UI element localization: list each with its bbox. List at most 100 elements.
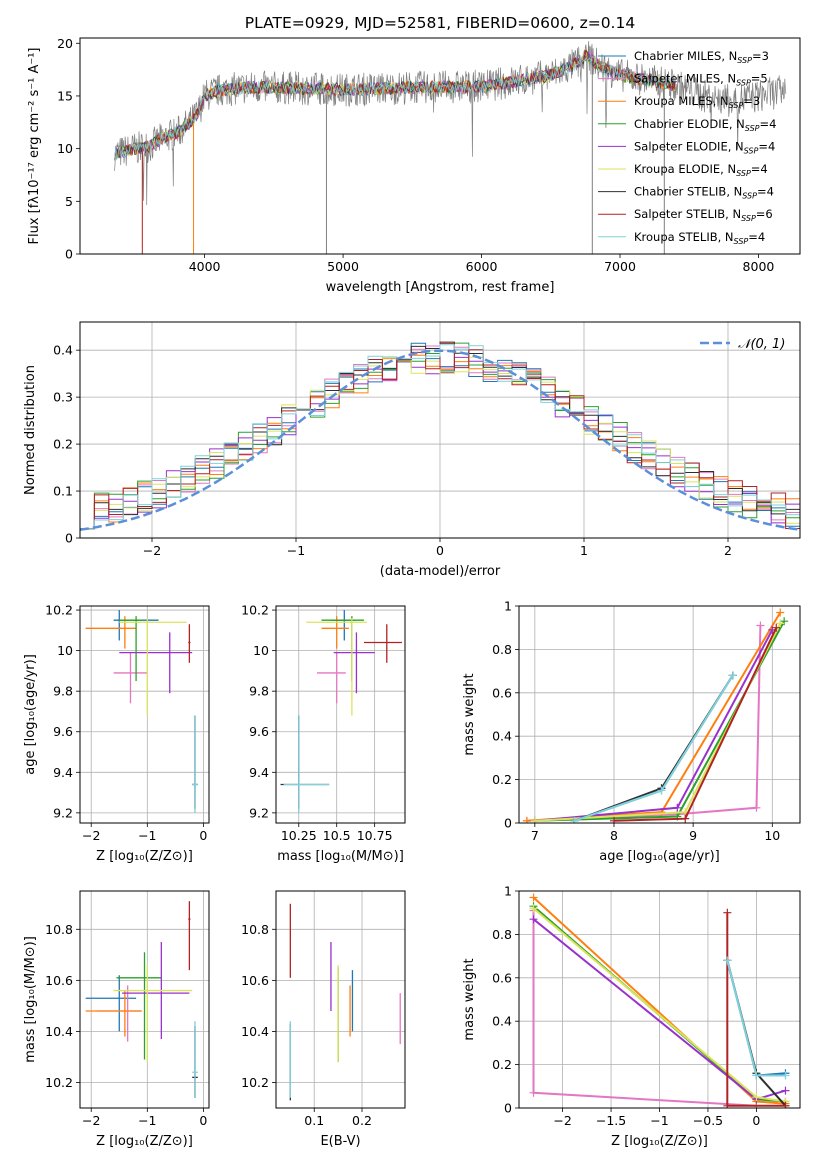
- legend-label: Chabrier MILES, NSSP=3: [634, 49, 769, 65]
- x-tick-label: 10.75: [357, 828, 393, 843]
- weight-marker: [529, 915, 538, 924]
- plot-area: [289, 903, 401, 1101]
- y-tick-label: 9.6: [53, 724, 73, 739]
- axes-frame: [275, 890, 406, 1109]
- x-axis-label: age [log₁₀(age/yr)]: [599, 849, 720, 864]
- y-axis-label: age [log₁₀(age/yr)]: [23, 654, 38, 775]
- x-tick-label: −1: [138, 828, 156, 843]
- legend-label: Chabrier ELODIE, NSSP=4: [634, 117, 776, 133]
- weight-marker: [723, 1101, 732, 1108]
- weight-marker: [673, 803, 682, 812]
- y-tick-label: 10.2: [45, 1075, 73, 1090]
- y-tick-label: 9.6: [249, 724, 269, 739]
- y-axis-label: mass [log₁₀(M/M⊙)]: [23, 936, 38, 1063]
- y-tick-label: 1: [504, 599, 512, 614]
- y-tick-label: 10: [253, 643, 269, 658]
- y-tick-label: 10: [57, 141, 73, 156]
- x-tick-label: −2: [82, 1113, 100, 1128]
- weight-marker: [530, 816, 539, 823]
- x-tick-label: 0: [752, 1113, 760, 1128]
- plot-area: [280, 610, 402, 813]
- x-tick-label: −0.5: [693, 1113, 723, 1128]
- x-tick-label: 7000: [604, 259, 636, 274]
- plot-area: [529, 893, 790, 1108]
- x-tick-label: 6000: [466, 259, 498, 274]
- y-tick-label: 20: [57, 36, 73, 51]
- y-tick-label: 10.2: [45, 603, 73, 618]
- y-tick-label: 9.8: [249, 684, 269, 699]
- axes-frame: [275, 605, 406, 824]
- y-tick-label: 0.8: [492, 927, 512, 942]
- y-tick-label: 0.1: [53, 484, 73, 499]
- y-axis-label: Flux [fλ10⁻¹⁷ erg cm⁻² s⁻¹ A⁻¹]: [27, 48, 42, 245]
- x-tick-label: 4000: [189, 259, 221, 274]
- x-tick-label: 5000: [327, 259, 359, 274]
- y-tick-label: 10.4: [45, 1024, 73, 1039]
- figure-title: PLATE=0929, MJD=52581, FIBERID=0600, z=0…: [245, 14, 635, 32]
- weight-series: [526, 625, 762, 822]
- model-spectrum: [114, 55, 676, 161]
- plot-area: [85, 610, 198, 813]
- x-tick-label: 2: [724, 543, 732, 558]
- legend: Chabrier MILES, NSSP=3 Salpeter MILES, NS…: [598, 49, 776, 246]
- y-tick-label: 9.4: [53, 765, 73, 780]
- x-tick-label: 8: [610, 828, 618, 843]
- axes-frame: [79, 37, 801, 255]
- y-tick-label: 0: [504, 1101, 512, 1116]
- y-tick-label: 0.6: [492, 685, 512, 700]
- weight-marker: [529, 904, 538, 913]
- y-tick-label: 9.2: [53, 805, 73, 820]
- legend-label: Chabrier STELIB, NSSP=4: [634, 185, 774, 201]
- y-tick-label: 1: [504, 884, 512, 899]
- axes-frame: [79, 890, 210, 1109]
- axes-frame: [79, 321, 801, 539]
- x-tick-label: 0.1: [304, 1113, 324, 1128]
- x-tick-label: 8000: [743, 259, 775, 274]
- y-tick-label: 10.4: [241, 1024, 269, 1039]
- weight-marker: [781, 1101, 790, 1108]
- y-tick-label: 10.8: [45, 922, 73, 937]
- weight-marker: [776, 608, 785, 617]
- weight-marker: [780, 617, 789, 626]
- weight-marker: [570, 816, 579, 823]
- panel-mass_vs_ebv: 0.1 0.2 10.2 10.4 10.6 10.8 E(B-V): [241, 890, 406, 1149]
- y-tick-label: 0.2: [53, 437, 73, 452]
- x-tick-label: −1.5: [596, 1113, 626, 1128]
- y-tick-label: 10.6: [241, 973, 269, 988]
- legend-label: Kroupa STELIB, NSSP=4: [634, 230, 765, 246]
- panel-residuals: −2 −1 0 1 2 0 0.1 0.2 0.3 0.4 (data-model)/error No…: [23, 321, 801, 579]
- legend-label: Kroupa ELODIE, NSSP=4: [634, 162, 768, 178]
- y-axis-label: mass weight: [462, 958, 477, 1040]
- x-tick-label: 10: [764, 828, 780, 843]
- weight-marker: [781, 1086, 790, 1095]
- weight-marker: [657, 786, 666, 795]
- x-tick-label: 7: [531, 828, 539, 843]
- y-tick-label: 9.2: [249, 805, 269, 820]
- y-tick-label: 9.4: [249, 765, 269, 780]
- y-tick-label: 0.3: [53, 390, 73, 405]
- y-tick-label: 0.2: [492, 1057, 512, 1072]
- y-tick-label: 0: [65, 247, 73, 262]
- y-tick-label: 10.2: [241, 1075, 269, 1090]
- weight-marker: [609, 816, 618, 823]
- legend-label: 𝒩(0, 1): [738, 337, 785, 352]
- plot-area: [114, 41, 787, 254]
- y-tick-label: 10.6: [45, 973, 73, 988]
- y-tick-label: 10.2: [241, 603, 269, 618]
- x-tick-label: −2: [553, 1113, 571, 1128]
- legend-label: Kroupa MILES, NSSP=3: [634, 94, 760, 110]
- data-spectrum: [114, 41, 787, 206]
- weight-marker: [529, 893, 538, 902]
- y-tick-label: 0.6: [492, 970, 512, 985]
- weight-marker: [522, 816, 531, 823]
- y-tick-label: 9.8: [53, 684, 73, 699]
- y-tick-label: 15: [57, 88, 73, 103]
- panel-age_vs_Z: −2 −1 0 9.2 9.4 9.6 9.8 10 10.2 Z [log₁₀(Z/Z⊙)] ag…: [23, 603, 210, 864]
- y-tick-label: 0.8: [492, 642, 512, 657]
- weight-marker: [723, 956, 732, 965]
- weight-marker: [776, 619, 785, 628]
- plot-area: [80, 341, 800, 532]
- legend-label: Salpeter STELIB, NSSP=6: [634, 207, 773, 223]
- panel-mass_vs_Z: −2 −1 0 10.2 10.4 10.6 10.8 Z [log₁₀(Z/Z⊙)] mass…: [23, 890, 210, 1149]
